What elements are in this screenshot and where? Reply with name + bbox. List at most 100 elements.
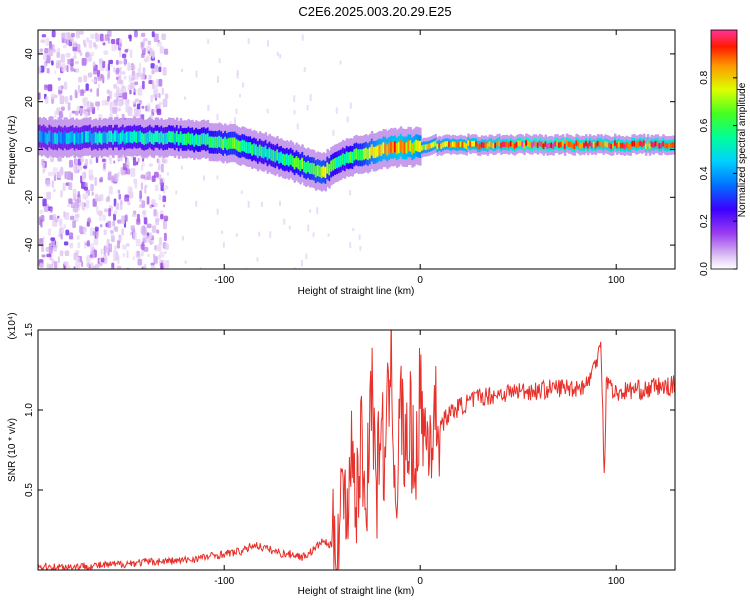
colorbar-tick-label: 0.8 [699, 70, 710, 84]
heatmap-cell [145, 236, 151, 243]
heatmap-cell [40, 219, 43, 228]
heatmap-cell [83, 75, 88, 82]
heatmap-cell [69, 232, 74, 239]
x-tick-label: 100 [608, 275, 625, 286]
heatmap-cell [46, 191, 51, 200]
heatmap-cell [39, 209, 44, 215]
heatmap-cell [72, 40, 77, 48]
x-tick-label: 100 [608, 576, 625, 587]
heatmap-cell [159, 178, 163, 186]
heatmap-cell [155, 217, 160, 223]
heatmap-cell [87, 217, 91, 223]
heatmap-cell [221, 230, 224, 234]
heatmap-cell [107, 70, 111, 79]
heatmap-cell [216, 175, 219, 180]
heatmap-cell [339, 60, 342, 65]
heatmap-cell [121, 71, 126, 75]
heatmap-cell [113, 213, 117, 221]
heatmap-cell [332, 129, 335, 136]
heatmap-cell [135, 238, 141, 247]
heatmap-cell [47, 171, 53, 177]
snr-series-line [38, 330, 675, 570]
heatmap-cell [151, 51, 155, 59]
heatmap-cell [89, 262, 94, 268]
heatmap-cell [154, 171, 159, 178]
heatmap-cell [266, 40, 269, 47]
heatmap-cell [42, 198, 47, 207]
heatmap-cell [349, 102, 352, 109]
heatmap-cell [258, 231, 261, 237]
heatmap-cell [143, 263, 147, 269]
heatmap-cell [75, 256, 80, 266]
heatmap-cell [144, 185, 147, 194]
heatmap-cell [112, 250, 117, 254]
colorbar-tick-label: 0.0 [699, 262, 710, 276]
heatmap-cell [41, 254, 46, 258]
heatmap-cell [96, 88, 100, 97]
heatmap-cell [118, 236, 123, 241]
heatmap-cell [161, 33, 166, 41]
heatmap-cell [70, 172, 74, 181]
heatmap-cell [136, 103, 141, 110]
heatmap-cell [86, 51, 90, 59]
heatmap-cell [235, 108, 238, 115]
heatmap-cell [77, 84, 80, 94]
heatmap-cell [124, 48, 129, 53]
heatmap-cell [117, 107, 121, 112]
heatmap-cell [293, 95, 296, 103]
heatmap-cell [89, 88, 93, 93]
y-tick-label: -40 [24, 237, 35, 252]
heatmap-cell [114, 173, 119, 182]
heatmap-cell [140, 182, 144, 190]
heatmap-cell [158, 92, 161, 99]
heatmap-cell [112, 106, 118, 115]
heatmap-cell [127, 201, 131, 206]
heatmap-cell [95, 101, 101, 107]
heatmap-cell [195, 70, 198, 78]
x-tick-label: 0 [417, 275, 423, 286]
heatmap-cell [305, 253, 308, 260]
heatmap-cell [51, 30, 56, 38]
heatmap-cell [42, 236, 45, 240]
heatmap-cell [60, 106, 65, 111]
heatmap-cell [148, 80, 153, 85]
heatmap-cell [40, 39, 46, 43]
heatmap-cell [235, 233, 238, 237]
heatmap-cell [93, 66, 98, 75]
heatmap-cell [60, 53, 65, 63]
snr-x-axis-title: Height of straight line (km) [298, 586, 415, 597]
heatmap-cell [147, 103, 151, 113]
heatmap-cell [99, 33, 104, 42]
heatmap-cell [69, 215, 75, 221]
heatmap-cell [47, 228, 52, 236]
spectrogram-x-axis-title: Height of straight line (km) [298, 286, 415, 297]
heatmap-cell [126, 158, 130, 166]
heatmap-cell [359, 245, 362, 251]
heatmap-cell [74, 110, 79, 116]
heatmap-cell [38, 66, 42, 72]
heatmap-cell [121, 113, 125, 118]
heatmap-cell [136, 73, 142, 77]
heatmap-cell [44, 47, 49, 54]
heatmap-cell [137, 87, 143, 96]
heatmap-cell [122, 92, 128, 100]
heatmap-cell [51, 258, 55, 265]
heatmap-cell [158, 158, 161, 168]
heatmap-cell [115, 86, 120, 95]
heatmap-cell [63, 224, 67, 229]
heatmap-cell [102, 158, 106, 163]
heatmap-cell [115, 202, 120, 210]
heatmap-cell [54, 70, 57, 74]
heatmap-cell [58, 110, 63, 119]
heatmap-cell [45, 179, 51, 187]
heatmap-cell [134, 30, 138, 38]
heatmap-cell [141, 226, 147, 236]
heatmap-cell [266, 108, 269, 114]
heatmap-cell [54, 261, 58, 269]
y-tick-label: 20 [24, 96, 35, 108]
heatmap-cell [145, 172, 149, 177]
snr-panel: -100 0 100 0.5 1.0 1.5 Height of straight li… [7, 312, 676, 597]
heatmap-cell [84, 196, 87, 201]
x-tick-label: -100 [214, 576, 234, 587]
heatmap-cell [141, 200, 146, 208]
